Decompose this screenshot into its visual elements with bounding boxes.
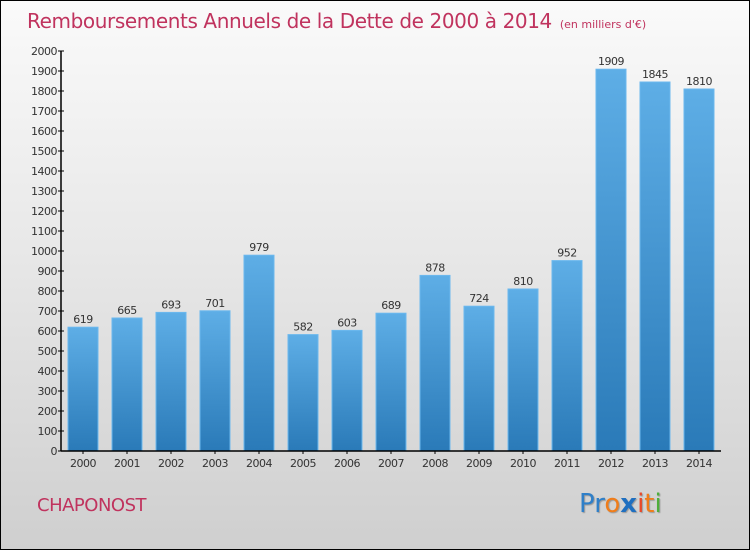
y-tick-label: 400 [38, 365, 58, 378]
value-label: 979 [249, 241, 269, 254]
y-tick-label: 1800 [31, 85, 57, 98]
chart-title: Remboursements Annuels de la Dette de 20… [27, 9, 646, 33]
value-label: 724 [469, 292, 489, 305]
x-tick-label: 2009 [466, 457, 492, 470]
bar-2011 [551, 260, 583, 452]
value-label: 582 [293, 321, 313, 334]
value-label: 810 [513, 275, 533, 288]
value-label: 1810 [686, 75, 712, 88]
y-tick-label: 800 [38, 285, 58, 298]
logo-letter: r [594, 489, 605, 519]
bars: 619 665 693 701 979 582 603 689 878 724 810 952 1909… [67, 55, 715, 452]
x-tick-label: 2010 [510, 457, 536, 470]
logo-letter: P [579, 489, 595, 519]
bar-2002 [155, 311, 187, 452]
y-tick-label: 700 [38, 305, 58, 318]
proxiti-logo[interactable]: Proxiti [579, 489, 662, 519]
y-tick-label: 100 [38, 425, 58, 438]
value-label: 603 [337, 316, 357, 329]
value-label: 689 [381, 299, 401, 312]
y-axis: 0 100 200 300 400 500 600 700 800 900 1000 1100 1200… [31, 45, 64, 458]
bar-2008 [419, 274, 451, 452]
y-tick-label: 1000 [31, 245, 57, 258]
bar-2004 [243, 254, 275, 452]
x-tick-label: 2000 [70, 457, 96, 470]
logo-letter: o [604, 489, 621, 519]
value-label: 665 [117, 304, 137, 317]
logo-letter: i [654, 489, 662, 519]
x-tick-label: 2001 [114, 457, 140, 470]
bar-2013 [639, 81, 671, 452]
x-tick-label: 2007 [378, 457, 404, 470]
x-tick-label: 2003 [202, 457, 228, 470]
x-tick-label: 2006 [334, 457, 360, 470]
y-tick-label: 1100 [31, 225, 57, 238]
bar-2000 [67, 326, 99, 452]
city-name: CHAPONOST [37, 495, 147, 516]
y-tick-label: 1700 [31, 105, 57, 118]
y-tick-label: 1400 [31, 165, 57, 178]
x-tick-label: 2012 [598, 457, 624, 470]
chart-subtitle: (en milliers d'€) [559, 18, 647, 31]
value-label: 878 [425, 261, 445, 274]
logo-letter: i [637, 489, 645, 519]
y-tick-label: 1500 [31, 145, 57, 158]
x-tick-label: 2008 [422, 457, 448, 470]
bar-2006 [331, 329, 363, 452]
y-tick-label: 2000 [31, 45, 57, 58]
value-label: 1909 [598, 55, 624, 68]
y-tick-label: 1600 [31, 125, 57, 138]
y-tick-label: 1300 [31, 185, 57, 198]
y-tick-label: 300 [38, 385, 58, 398]
bar-2014 [683, 88, 715, 452]
y-tick-label: 0 [51, 445, 58, 458]
x-tick-label: 2004 [246, 457, 272, 470]
value-label: 1845 [642, 68, 668, 81]
bar-2001 [111, 317, 143, 452]
y-tick-label: 900 [38, 265, 58, 278]
y-tick-label: 1900 [31, 65, 57, 78]
chart-title-text: Remboursements Annuels de la Dette de 20… [27, 9, 552, 33]
logo-letter: t [644, 489, 655, 519]
x-tick-label: 2011 [554, 457, 580, 470]
bar-2010 [507, 288, 539, 452]
x-tick-label: 2005 [290, 457, 316, 470]
x-tick-label: 2002 [158, 457, 184, 470]
bar-2003 [199, 310, 231, 452]
bar-2012 [595, 68, 627, 452]
bar-2007 [375, 312, 407, 452]
value-label: 693 [161, 298, 181, 311]
value-label: 701 [205, 297, 225, 310]
value-label: 952 [557, 247, 577, 260]
y-tick-label: 1200 [31, 205, 57, 218]
logo-letter: x [620, 489, 638, 519]
bar-2005 [287, 334, 319, 452]
x-axis: 2000 2001 2002 2003 2004 2005 2006 2007 2008 2009… [61, 450, 721, 470]
y-tick-label: 600 [38, 325, 58, 338]
x-tick-label: 2014 [686, 457, 712, 470]
y-tick-label: 500 [38, 345, 58, 358]
x-tick-label: 2013 [642, 457, 668, 470]
bar-2009 [463, 305, 495, 452]
value-label: 619 [73, 313, 93, 326]
y-tick-label: 200 [38, 405, 58, 418]
